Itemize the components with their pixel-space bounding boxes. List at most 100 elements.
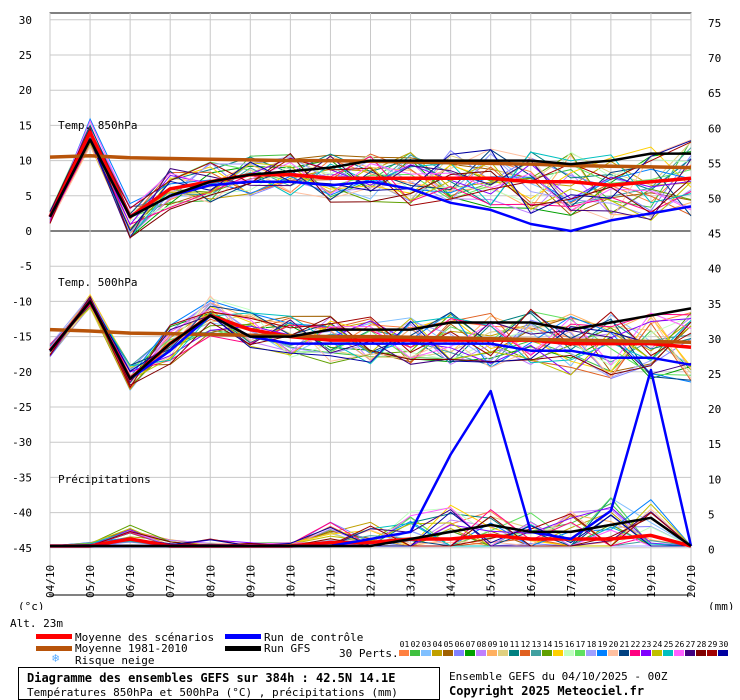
perturbation-number: 25 [663, 640, 674, 649]
right-tick-label: 60 [708, 122, 721, 135]
perturbation-swatch [597, 650, 607, 656]
ensemble-member-line [49, 142, 692, 222]
perturbation-number: 07 [465, 640, 476, 649]
date-tick-label: 11/10 [324, 565, 337, 598]
perturbation-number: 17 [575, 640, 586, 649]
perturbation-number: 05 [443, 640, 454, 649]
left-tick-label: -20 [12, 366, 32, 379]
date-tick-label: 04/10 [44, 565, 57, 598]
perturbation-number: 13 [531, 640, 542, 649]
perturbation-number: 06 [454, 640, 465, 649]
ensemble-member-line [49, 295, 692, 380]
altitude-label: Alt. 23m [10, 617, 63, 630]
left-tick-label: 25 [19, 49, 32, 62]
perturbation-number: 04 [432, 640, 443, 649]
ensemble-member-line [49, 126, 692, 239]
right-tick-label: 75 [708, 17, 721, 30]
perturbation-number: 20 [608, 640, 619, 649]
perturbation-number: 16 [564, 640, 575, 649]
left-tick-label: 15 [19, 119, 32, 132]
legend-swatch-gfs [225, 646, 261, 651]
info-subtitle: Températures 850hPa et 500hPa (°C) , pré… [27, 686, 398, 699]
series-line [49, 300, 692, 381]
date-tick-label: 15/10 [485, 565, 498, 598]
right-tick-label: 20 [708, 403, 721, 416]
perturbation-number: 02 [410, 640, 421, 649]
ensemble-member-line [49, 295, 692, 386]
right-tick-label: 50 [708, 193, 721, 206]
perturbation-swatch [685, 650, 695, 656]
series-line [50, 533, 692, 548]
left-tick-label: -15 [12, 331, 32, 344]
perturbation-swatch [564, 650, 574, 656]
snow-icon: ❄ [52, 651, 60, 665]
ensemble-member-line [49, 129, 692, 224]
right-tick-label: 5 [708, 508, 715, 521]
right-tick-label: 35 [708, 298, 721, 311]
perturbation-swatch [531, 650, 541, 656]
perturbation-number: 01 [399, 640, 410, 649]
left-tick-label: -45 [12, 542, 32, 555]
left-tick-label: -30 [12, 436, 32, 449]
date-tick-label: 07/10 [164, 565, 177, 598]
perturbation-swatch [553, 650, 563, 656]
perturbation-swatch [586, 650, 596, 656]
right-tick-label: 40 [708, 263, 721, 276]
series-line [49, 300, 692, 381]
perturbation-swatch [652, 650, 662, 656]
perturbation-number: 22 [630, 640, 641, 649]
left-tick-label: -5 [19, 260, 32, 273]
perturbation-number: 10 [498, 640, 509, 649]
right-tick-label: 10 [708, 473, 721, 486]
ensemble-member-line [49, 300, 692, 389]
perturbation-swatch [443, 650, 453, 656]
perturbation-swatch [619, 650, 629, 656]
series-line [50, 516, 692, 548]
right-tick-label: 30 [708, 333, 721, 346]
perturbation-number: 19 [597, 640, 608, 649]
perturbations-label: 30 Perts. [339, 647, 399, 660]
legend-label-control: Run de contrôle [264, 631, 364, 644]
main-series [48, 130, 693, 548]
perturbation-swatch [498, 650, 508, 656]
axis-ticks: 302520151050-5-10-15-20-25-30-35-40-4575… [12, 14, 721, 598]
perturbation-number: 29 [707, 640, 718, 649]
right-tick-label: 65 [708, 87, 721, 100]
perturbation-swatch [465, 650, 475, 656]
perturbation-swatch [432, 650, 442, 656]
left-tick-label: -10 [12, 295, 32, 308]
info-box: Diagramme des ensembles GEFS sur 384h : … [18, 667, 440, 700]
panel-title-precip: Précipitations [58, 473, 151, 486]
left-unit-label: (°c) [18, 600, 45, 610]
perturbation-swatch [399, 650, 409, 656]
perturbation-number: 03 [421, 640, 432, 649]
left-tick-label: -35 [12, 471, 32, 484]
date-tick-label: 17/10 [565, 565, 578, 598]
perturbation-swatch [421, 650, 431, 656]
date-tick-label: 10/10 [284, 565, 297, 598]
legend-label-gfs: Run GFS [264, 642, 311, 655]
series-line [48, 130, 692, 219]
perturbation-number: 27 [685, 640, 696, 649]
perturbation-number: 23 [641, 640, 652, 649]
date-tick-label: 08/10 [204, 565, 217, 598]
date-tick-label: 13/10 [405, 565, 418, 598]
perturbation-swatch [630, 650, 640, 656]
ensemble-chart: 302520151050-5-10-15-20-25-30-35-40-4575… [12, 12, 735, 610]
perturbation-swatch [410, 650, 420, 656]
ensemble-member-line [49, 298, 692, 383]
perturbation-number: 18 [586, 640, 597, 649]
perturbation-number: 15 [553, 640, 564, 649]
ensemble-member-line [49, 122, 692, 222]
date-tick-label: 18/10 [605, 565, 618, 598]
perturbation-swatch [674, 650, 684, 656]
series-line [48, 138, 691, 219]
right-tick-label: 25 [708, 368, 721, 381]
perturbation-number: 28 [696, 640, 707, 649]
date-tick-label: 14/10 [445, 565, 458, 598]
perturbation-swatch [509, 650, 519, 656]
perturbation-number: 21 [619, 640, 630, 649]
panel-title-850: Temp. 850hPa [58, 119, 137, 132]
date-tick-label: 19/10 [645, 565, 658, 598]
ensemble-member-line [49, 298, 692, 388]
